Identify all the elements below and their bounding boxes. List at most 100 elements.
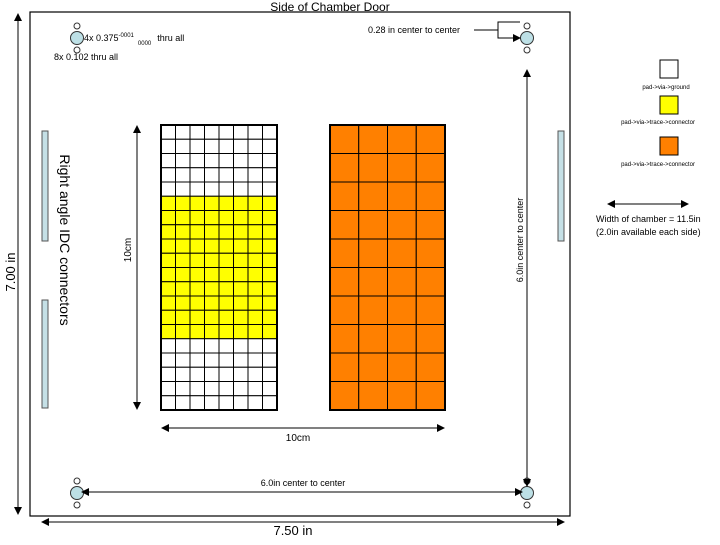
pad-cell	[233, 352, 249, 368]
pad-cell	[262, 167, 278, 183]
pad-cell	[415, 181, 446, 211]
pad-cell	[189, 381, 205, 397]
pad-cell	[218, 224, 234, 240]
pad-cell	[415, 210, 446, 240]
door-outline	[29, 11, 571, 517]
pad-cell	[218, 153, 234, 169]
pad-cell	[160, 167, 176, 183]
pad-cell	[204, 195, 220, 211]
pad-cell	[189, 124, 205, 140]
grid-height-label: 10cm	[123, 238, 134, 262]
pad-cell	[329, 153, 360, 183]
pad-cell	[415, 267, 446, 297]
pad-cell	[204, 295, 220, 311]
pad-cell	[204, 352, 220, 368]
pad-cell	[262, 224, 278, 240]
pad-cell	[204, 267, 220, 283]
pad-cell	[204, 153, 220, 169]
pad-cell	[387, 381, 417, 411]
pad-cell	[358, 124, 388, 154]
title: Side of Chamber Door	[270, 0, 389, 14]
height-label: 7.00 in	[3, 252, 18, 291]
pad-cell	[247, 167, 263, 183]
chamber-width-line1: Width of chamber = 11.5in	[596, 214, 701, 224]
pad-cell	[329, 124, 360, 154]
large-hole	[520, 486, 534, 500]
pad-cell	[387, 153, 417, 183]
pad-cell	[218, 124, 234, 140]
pad-cell	[189, 238, 205, 254]
top-spacing-label: 0.28 in center to center	[368, 25, 460, 35]
pad-cell	[262, 238, 278, 254]
pad-cell	[175, 281, 191, 297]
pad-cell	[233, 138, 249, 154]
hole-vertical-label: 6.0in center to center	[515, 198, 525, 283]
pad-cell	[189, 366, 205, 382]
pad-cell	[233, 181, 249, 197]
pad-cell	[247, 252, 263, 268]
pad-cell	[175, 224, 191, 240]
pad-cell	[247, 366, 263, 382]
pad-cell	[262, 252, 278, 268]
pad-cell	[233, 124, 249, 140]
pad-cell	[247, 395, 263, 411]
small-hole	[523, 22, 531, 30]
pad-cell	[262, 366, 278, 382]
width-label: 7.50 in	[273, 523, 312, 538]
pad-cell	[204, 338, 220, 354]
pad-cell	[204, 181, 220, 197]
pad-cell	[175, 210, 191, 226]
pad-cell	[247, 238, 263, 254]
large-hole	[70, 31, 84, 45]
pad-cell	[387, 267, 417, 297]
pad-cell	[175, 167, 191, 183]
large-hole	[520, 31, 534, 45]
pad-cell	[175, 153, 191, 169]
pad-cell	[218, 167, 234, 183]
pad-cell	[160, 352, 176, 368]
pad-cell	[204, 395, 220, 411]
pad-cell	[247, 210, 263, 226]
pad-cell	[233, 252, 249, 268]
pad-cell	[233, 153, 249, 169]
small-hole	[523, 501, 531, 509]
pad-cell	[233, 167, 249, 183]
pad-cell	[387, 181, 417, 211]
pad-cell	[415, 238, 446, 268]
pad-cell	[175, 381, 191, 397]
pad-cell	[160, 381, 176, 397]
pad-cell	[262, 381, 278, 397]
pad-cell	[262, 295, 278, 311]
pad-cell	[189, 252, 205, 268]
pad-cell	[358, 210, 388, 240]
pad-cell	[358, 352, 388, 382]
pad-cell	[189, 153, 205, 169]
pad-cell	[189, 181, 205, 197]
pad-cell	[160, 338, 176, 354]
pad-cell	[233, 224, 249, 240]
pad-cell	[415, 295, 446, 325]
pad-cell	[218, 181, 234, 197]
pad-cell	[329, 352, 360, 382]
pad-cell	[218, 195, 234, 211]
pad-cell	[329, 381, 360, 411]
pad-cell	[329, 181, 360, 211]
pad-cell	[160, 267, 176, 283]
connector-left-bottom	[41, 299, 49, 409]
pad-cell	[160, 395, 176, 411]
pad-cell	[387, 324, 417, 354]
small-hole	[523, 46, 531, 54]
pad-cell	[233, 281, 249, 297]
pad-cell	[160, 181, 176, 197]
pad-cell	[218, 210, 234, 226]
pad-cell	[160, 295, 176, 311]
pad-cell	[189, 195, 205, 211]
pad-cell	[204, 324, 220, 340]
hole-horizontal-label: 6.0in center to center	[261, 478, 346, 488]
pad-cell	[233, 195, 249, 211]
connector-right	[557, 130, 565, 242]
small-hole	[73, 46, 81, 54]
pad-cell	[247, 295, 263, 311]
pad-cell	[218, 366, 234, 382]
